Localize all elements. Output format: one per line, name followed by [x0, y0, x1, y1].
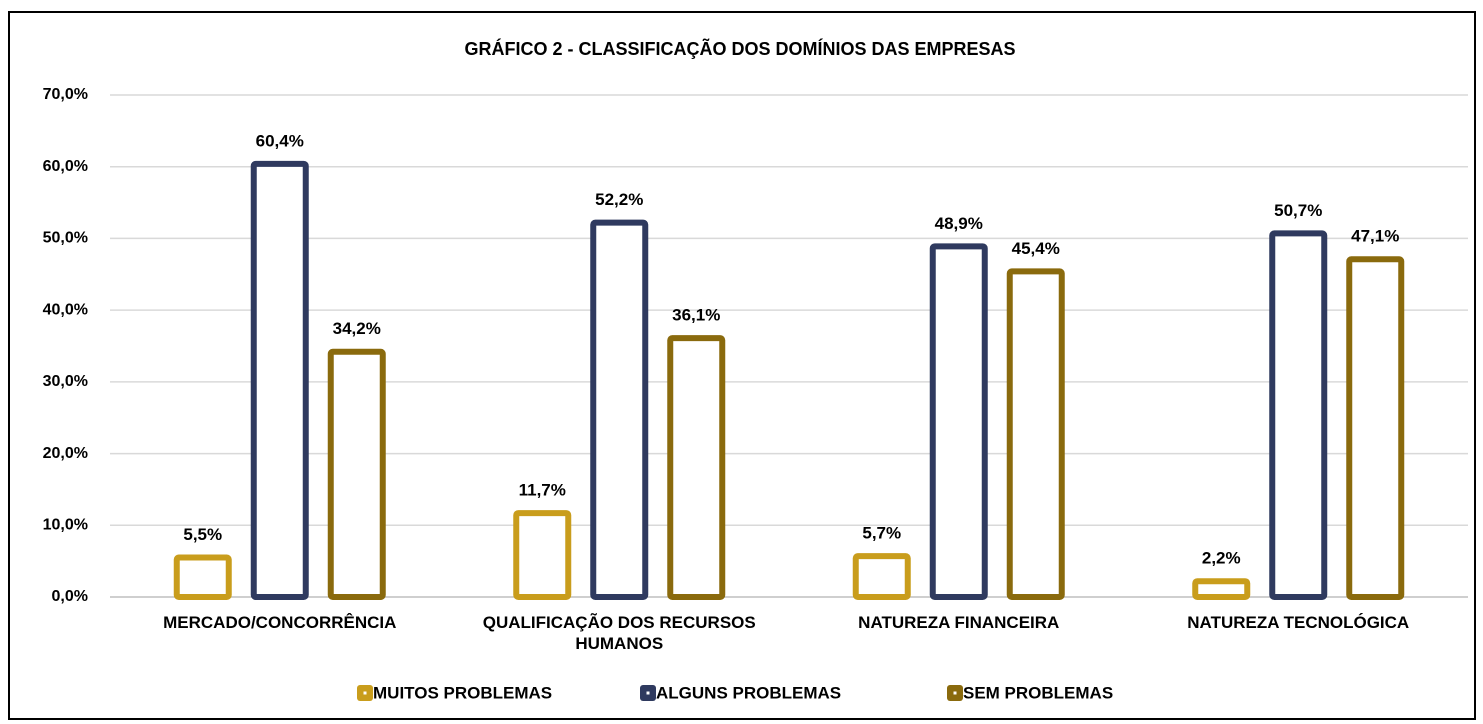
data-label: 5,7% — [862, 524, 901, 543]
legend-label: ALGUNS PROBLEMAS — [656, 683, 841, 702]
y-tick-label: 10,0% — [43, 517, 88, 534]
data-label: 52,2% — [595, 190, 643, 209]
legend-label: MUITOS PROBLEMAS — [373, 683, 552, 702]
x-tick-label: MERCADO/CONCORRÊNCIA — [163, 613, 397, 632]
data-label: 36,1% — [672, 306, 720, 325]
y-tick-label: 50,0% — [43, 230, 88, 247]
bar — [667, 335, 726, 600]
bar — [250, 160, 309, 601]
data-label: 50,7% — [1274, 201, 1322, 220]
bar — [173, 554, 232, 600]
legend-swatch-dot — [646, 691, 650, 695]
x-tick-label: QUALIFICAÇÃO DOS RECURSOS HUMANOS — [482, 613, 756, 653]
y-tick-label: 20,0% — [43, 445, 88, 462]
bar — [1346, 256, 1405, 600]
bar — [327, 348, 386, 601]
bar — [590, 219, 649, 600]
legend-swatch-dot — [953, 691, 957, 695]
legend-swatch-dot — [363, 691, 367, 695]
data-label: 11,7% — [519, 481, 566, 500]
bar — [1006, 268, 1065, 600]
y-tick-label: 40,0% — [43, 301, 88, 318]
bar — [513, 510, 572, 601]
data-label: 48,9% — [935, 214, 983, 233]
y-tick-label: 60,0% — [43, 158, 88, 175]
data-label: 2,2% — [1202, 549, 1241, 568]
x-tick-label: NATUREZA TECNOLÓGICA — [1187, 613, 1410, 632]
legend-label: SEM PROBLEMAS — [963, 683, 1113, 702]
bar — [852, 553, 911, 601]
data-label: 5,5% — [183, 525, 222, 544]
data-label: 60,4% — [256, 131, 304, 150]
data-label: 34,2% — [333, 319, 381, 338]
chart-title: GRÁFICO 2 - CLASSIFICAÇÃO DOS DOMÍNIOS D… — [464, 38, 1015, 59]
data-label: 45,4% — [1012, 239, 1060, 258]
data-label: 47,1% — [1351, 227, 1399, 246]
y-tick-label: 70,0% — [43, 86, 88, 103]
bar — [1192, 578, 1251, 600]
bar — [1269, 230, 1328, 600]
bar — [929, 243, 988, 600]
x-tick-label: NATUREZA FINANCEIRA — [858, 613, 1060, 632]
y-tick-label: 0,0% — [52, 588, 88, 605]
y-tick-label: 30,0% — [43, 373, 88, 390]
